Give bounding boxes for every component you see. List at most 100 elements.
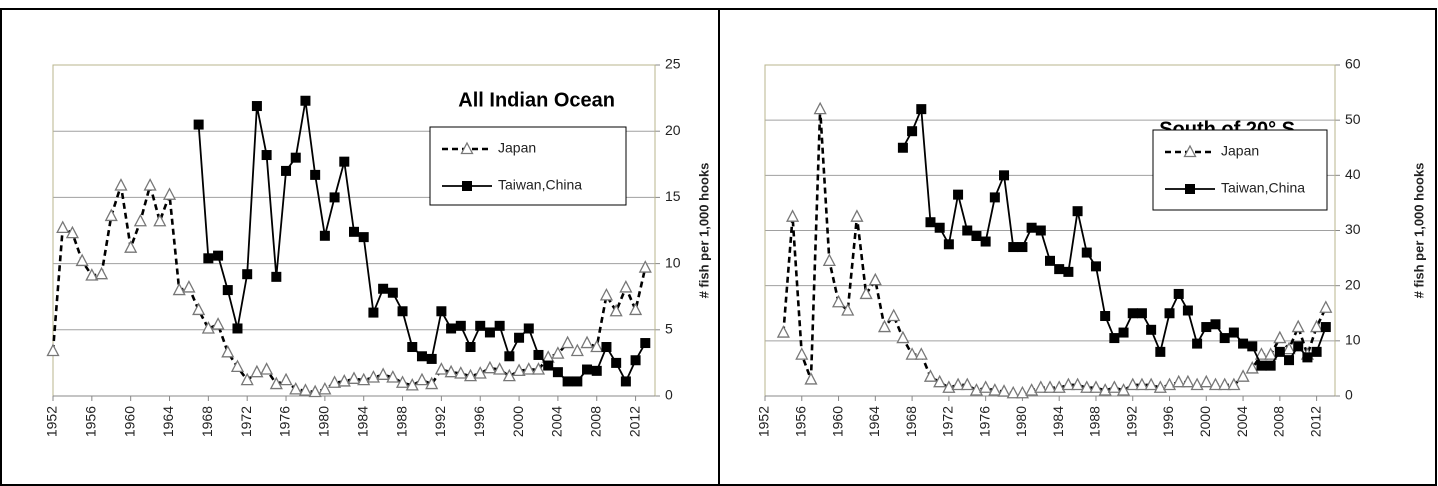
x-tick-label: 1996 (1160, 406, 1176, 437)
marker (1310, 319, 1324, 333)
marker (1026, 222, 1037, 233)
marker (868, 272, 882, 286)
marker (609, 303, 623, 317)
x-tick-label: 1976 (976, 406, 992, 437)
marker (786, 209, 800, 222)
marker (611, 357, 622, 368)
marker (512, 363, 526, 376)
marker (620, 376, 631, 387)
x-tick-label: 1960 (829, 406, 845, 437)
marker (988, 383, 1002, 396)
marker (562, 376, 573, 387)
marker (630, 355, 641, 366)
y-tick-label: 5 (665, 321, 673, 337)
marker (1254, 347, 1269, 360)
y-tick-label: 25 (665, 56, 681, 72)
series-line (51, 180, 647, 394)
marker (1100, 311, 1111, 322)
marker (298, 383, 313, 396)
marker (94, 266, 109, 280)
marker (182, 280, 196, 293)
marker (261, 150, 272, 161)
marker (290, 152, 301, 163)
marker (831, 294, 846, 308)
marker (962, 225, 973, 236)
marker (493, 362, 507, 375)
legend-marker (460, 141, 474, 155)
marker (859, 286, 873, 300)
y-axis-label: # fish per 1,000 hooks (696, 163, 711, 299)
marker (504, 351, 515, 362)
marker (1035, 225, 1046, 236)
marker (1043, 380, 1057, 393)
marker (475, 320, 486, 331)
marker (201, 321, 215, 334)
marker (925, 217, 936, 228)
marker (629, 302, 643, 316)
marker (933, 374, 947, 388)
marker (1182, 305, 1193, 316)
marker (522, 362, 536, 375)
marker (1135, 377, 1149, 391)
chart-title: All Indian Ocean (458, 89, 615, 111)
marker (979, 380, 993, 393)
x-tick-label: 2000 (1197, 406, 1213, 437)
x-tick-label: 2012 (626, 406, 642, 437)
marker (1218, 377, 1232, 391)
x-tick-label: 1964 (160, 406, 176, 437)
x-tick-label: 1960 (121, 406, 137, 437)
x-tick-label: 1996 (471, 406, 487, 437)
marker (1190, 377, 1204, 391)
marker (436, 306, 447, 317)
marker (1320, 322, 1331, 333)
marker (582, 364, 593, 375)
marker (877, 319, 892, 333)
marker (446, 323, 457, 334)
marker (1109, 333, 1120, 344)
marker (1045, 255, 1055, 266)
marker (426, 353, 437, 364)
x-tick-label: 2008 (587, 406, 603, 437)
marker (281, 165, 292, 176)
y-tick-label: 30 (1345, 221, 1361, 237)
marker (905, 347, 919, 360)
marker (531, 362, 546, 375)
marker (1293, 341, 1304, 352)
marker (1228, 327, 1239, 338)
marker (601, 342, 612, 353)
marker (337, 374, 351, 387)
marker (897, 142, 908, 153)
marker (570, 343, 584, 357)
marker (213, 250, 224, 261)
x-tick-label: 1988 (393, 406, 409, 437)
marker (850, 209, 864, 222)
marker (357, 372, 371, 386)
y-tick-label: 20 (665, 122, 681, 138)
marker (1192, 338, 1203, 349)
marker (1054, 264, 1065, 275)
x-tick-label: 1964 (866, 406, 882, 437)
marker (366, 370, 380, 383)
marker (1219, 333, 1230, 344)
y-tick-label: 40 (1345, 166, 1361, 182)
x-tick-label: 1956 (792, 406, 808, 437)
y-tick-label: 10 (665, 254, 681, 270)
marker (1090, 261, 1101, 272)
marker (580, 335, 594, 349)
legend-label: Taiwan,China (1221, 180, 1305, 196)
marker (318, 381, 332, 395)
marker (124, 240, 138, 253)
y-axis-label: # fish per 1,000 hooks (1411, 163, 1426, 299)
x-tick-label: 1972 (238, 406, 254, 437)
y-tick-label: 10 (1345, 332, 1361, 348)
x-tick-label: 1972 (940, 406, 956, 437)
marker (397, 306, 408, 317)
x-tick-label: 1984 (1050, 406, 1066, 437)
marker (572, 376, 583, 387)
marker (1264, 347, 1278, 360)
marker (943, 239, 954, 250)
marker (407, 342, 418, 353)
marker (1052, 380, 1066, 393)
marker (85, 268, 99, 281)
